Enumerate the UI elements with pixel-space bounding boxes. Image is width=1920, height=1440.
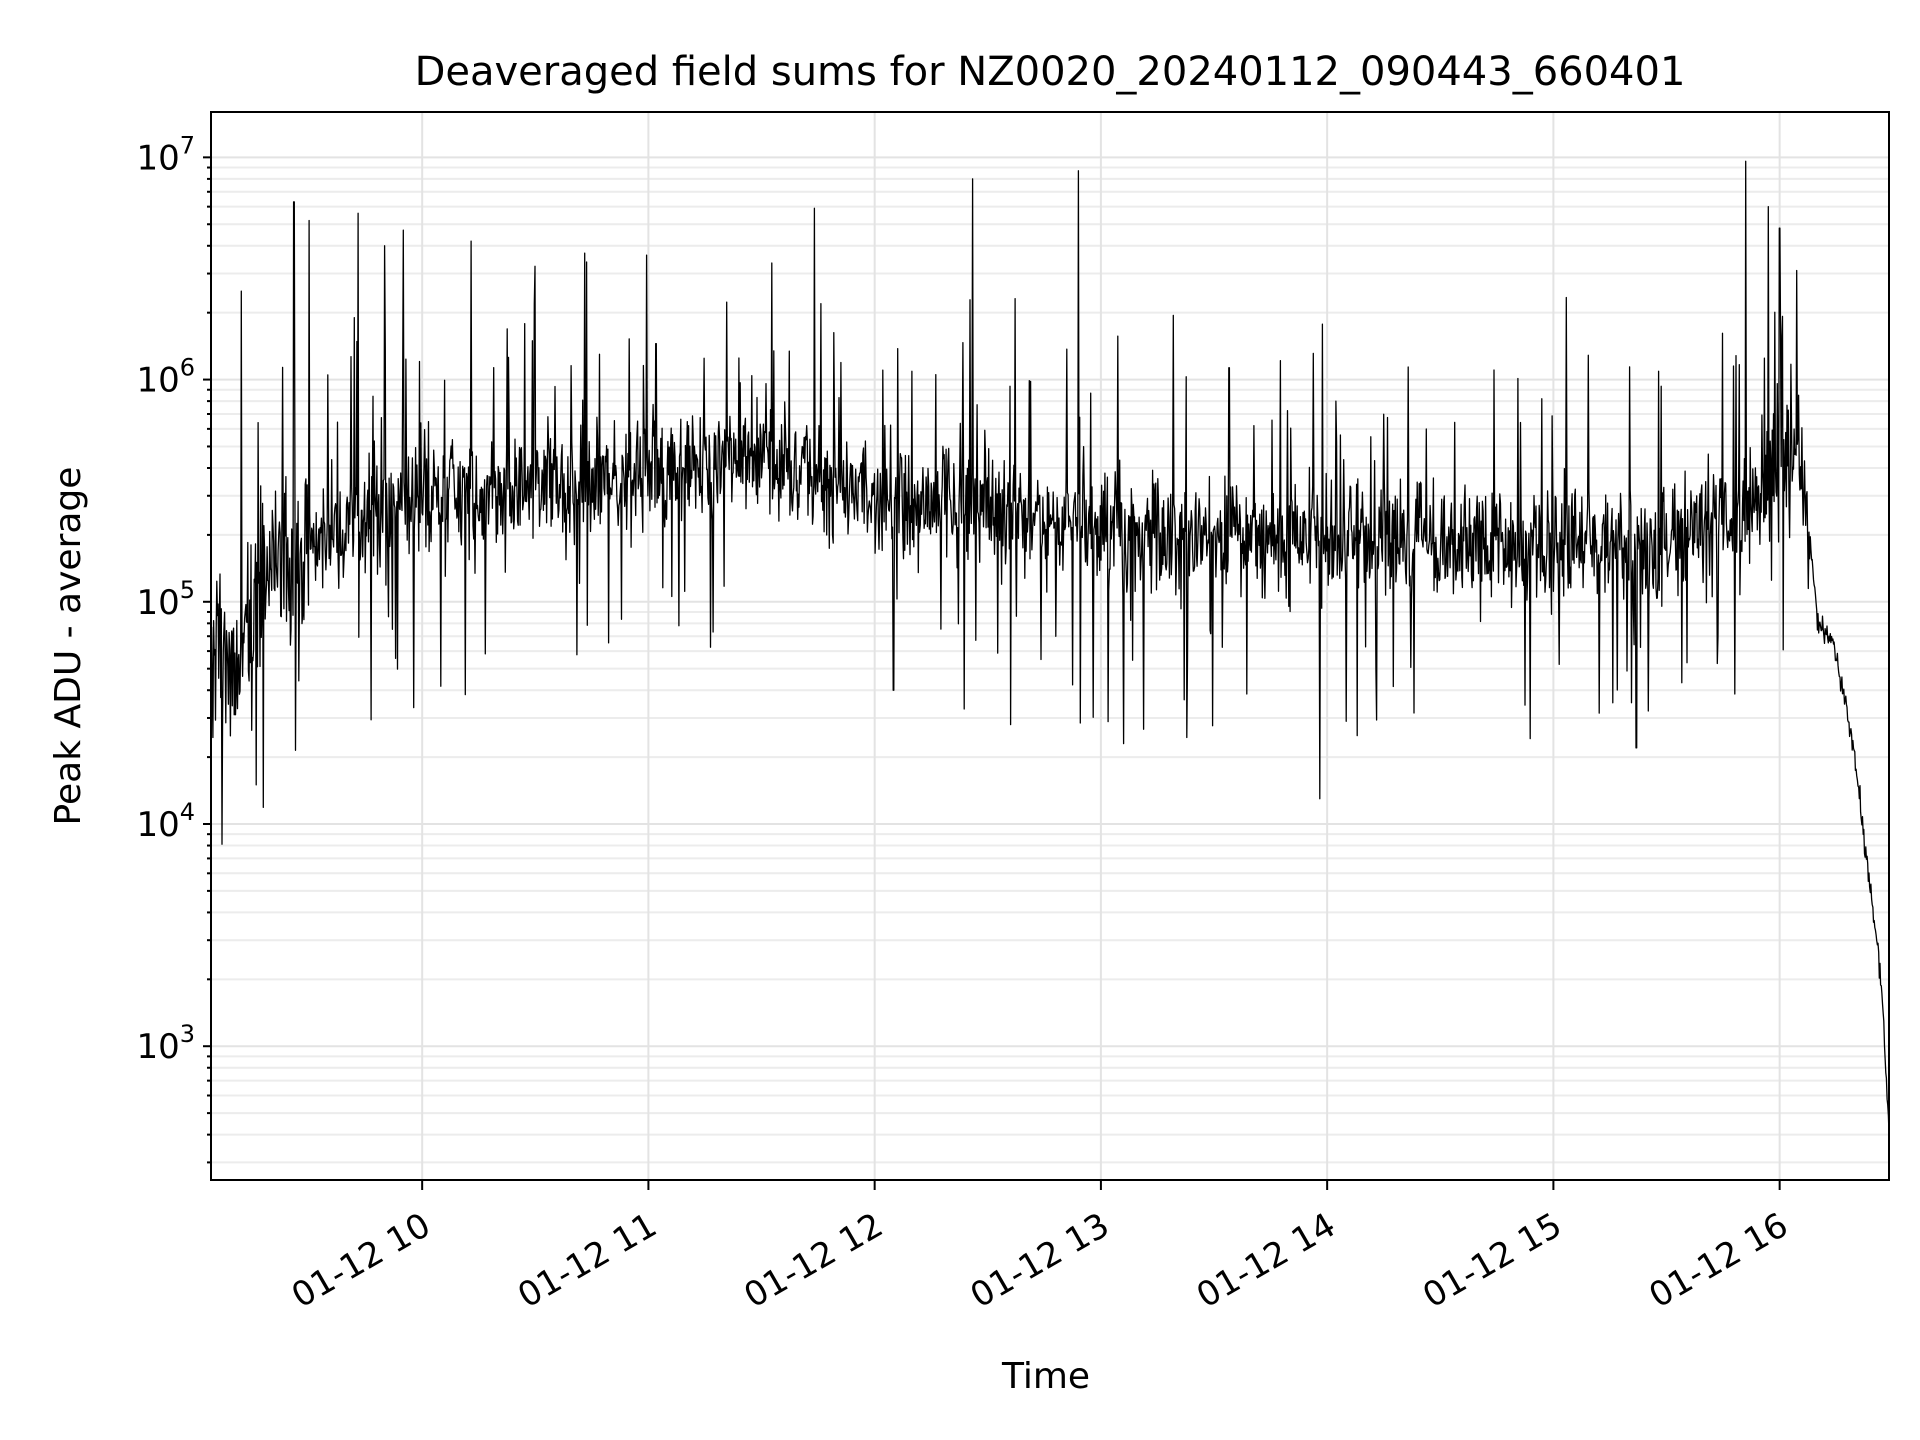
y-axis-label: Peak ADU - average (48, 467, 89, 826)
grid-layer (211, 112, 1889, 1180)
chart-title: Deaveraged field sums for NZ0020_2024011… (415, 49, 1686, 95)
series-layer (210, 160, 1890, 1135)
y-tick-label: 105 (136, 576, 195, 623)
y-tick-label: 107 (136, 131, 195, 178)
y-tick-label: 104 (136, 798, 195, 845)
series-line (210, 160, 1890, 1135)
y-tick-label: 106 (136, 354, 195, 401)
plot-frame (210, 111, 1890, 1181)
x-axis-label: Time (1001, 1356, 1090, 1397)
y-tick-label: 103 (136, 1020, 195, 1067)
